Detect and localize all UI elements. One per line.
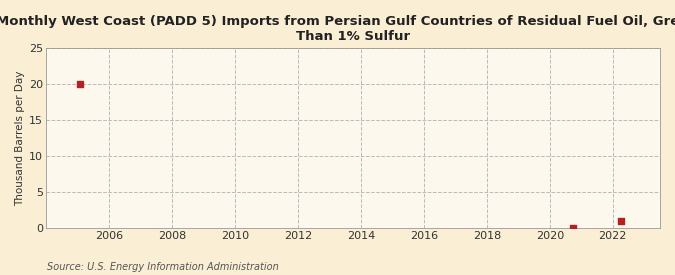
Point — [568, 226, 579, 230]
Point — [75, 82, 86, 86]
Y-axis label: Thousand Barrels per Day: Thousand Barrels per Day — [15, 70, 25, 206]
Title: Monthly West Coast (PADD 5) Imports from Persian Gulf Countries of Residual Fuel: Monthly West Coast (PADD 5) Imports from… — [0, 15, 675, 43]
Text: Source: U.S. Energy Information Administration: Source: U.S. Energy Information Administ… — [47, 262, 279, 272]
Point — [615, 219, 626, 223]
